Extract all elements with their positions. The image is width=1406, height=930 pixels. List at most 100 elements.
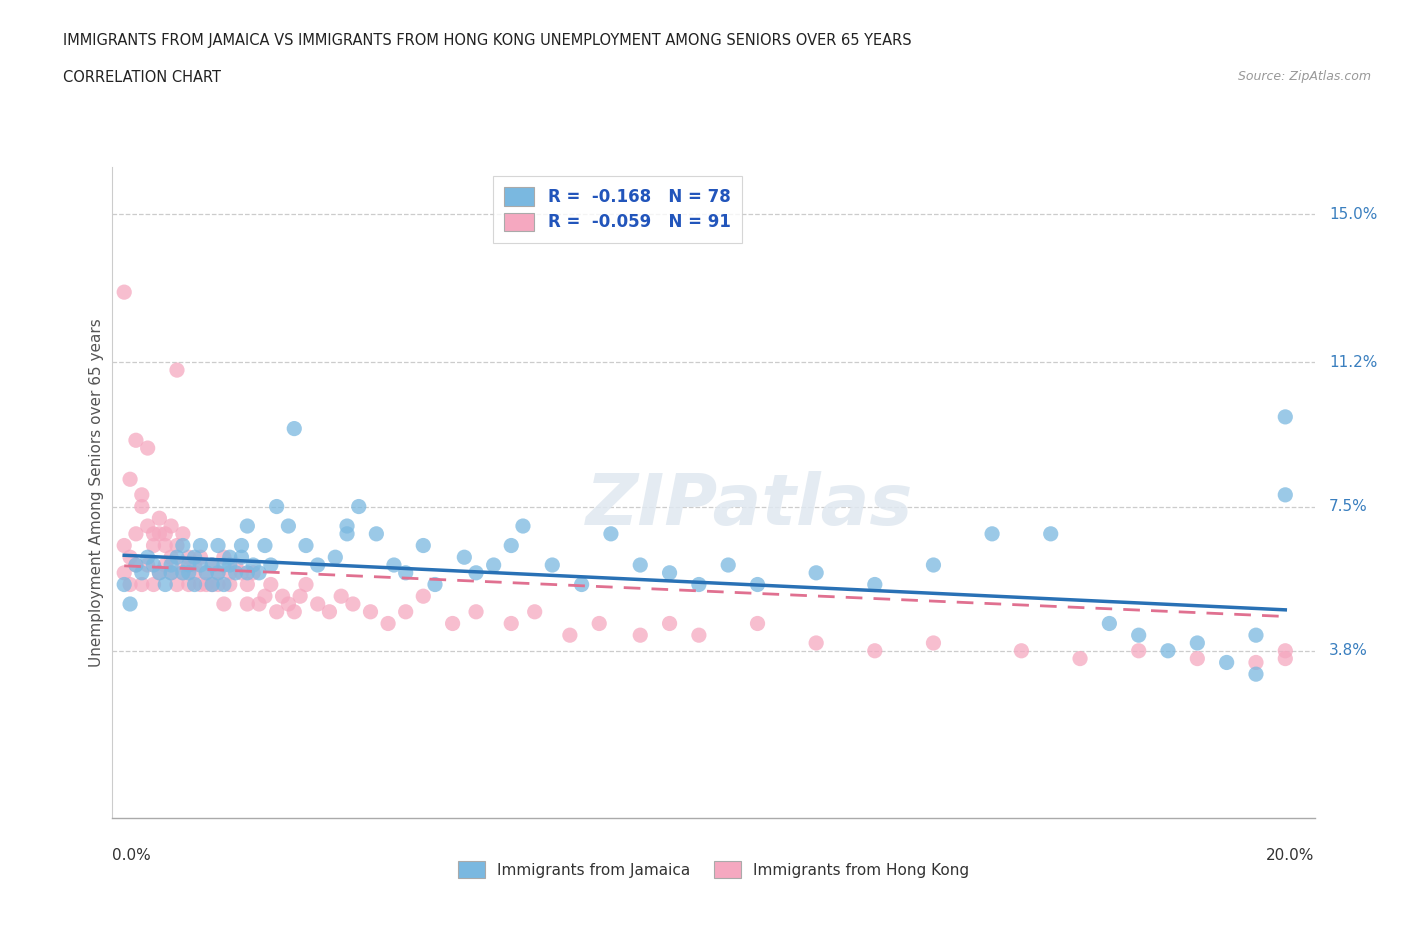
Point (155, 578, 177, 592)
Point (465, 565, 488, 580)
Text: 7.5%: 7.5% (1329, 499, 1368, 514)
Point (190, 538, 212, 553)
Point (277, 519, 299, 534)
Point (501, 616, 523, 631)
Point (558, 628, 581, 643)
Point (112, 565, 135, 580)
Point (600, 526, 623, 541)
Point (247, 596, 270, 611)
Point (253, 589, 276, 604)
Point (747, 578, 769, 592)
Point (155, 526, 177, 541)
Point (423, 578, 446, 592)
Point (231, 550, 253, 565)
Text: CORRELATION CHART: CORRELATION CHART (63, 70, 221, 85)
Point (160, 565, 183, 580)
Point (1274, 644, 1296, 658)
Point (183, 550, 205, 565)
Point (172, 526, 194, 541)
Point (1187, 635, 1209, 650)
Point (218, 550, 240, 565)
Point (136, 550, 159, 565)
Point (218, 558, 240, 573)
Point (260, 578, 283, 592)
Point (863, 644, 886, 658)
Point (172, 565, 194, 580)
Point (160, 565, 183, 580)
Point (225, 558, 247, 573)
Point (142, 578, 165, 592)
Point (236, 565, 259, 580)
Point (1010, 644, 1032, 658)
Point (112, 285, 135, 299)
Point (330, 589, 353, 604)
Point (412, 589, 434, 604)
Point (136, 519, 159, 534)
Point (283, 604, 305, 619)
Point (136, 441, 159, 456)
Point (212, 550, 235, 565)
Text: IMMIGRANTS FROM JAMAICA VS IMMIGRANTS FROM HONG KONG UNEMPLOYMENT AMONG SENIORS : IMMIGRANTS FROM JAMAICA VS IMMIGRANTS FR… (63, 33, 912, 47)
Point (981, 526, 1004, 541)
Point (1128, 628, 1150, 643)
Point (922, 558, 945, 573)
Point (658, 565, 681, 580)
Point (283, 421, 305, 436)
Point (166, 363, 188, 378)
Point (172, 565, 194, 580)
Point (318, 604, 340, 619)
Point (120, 596, 142, 611)
Point (323, 550, 346, 565)
Point (395, 604, 418, 619)
Point (501, 538, 523, 553)
Text: Source: ZipAtlas.com: Source: ZipAtlas.com (1237, 70, 1371, 83)
Point (688, 578, 710, 592)
Point (512, 519, 534, 534)
Point (231, 565, 253, 580)
Point (218, 578, 240, 592)
Point (863, 578, 886, 592)
Point (1244, 628, 1267, 643)
Point (148, 526, 170, 541)
Point (131, 578, 153, 592)
Point (253, 538, 276, 553)
Point (201, 558, 224, 573)
Point (142, 538, 165, 553)
Text: 20.0%: 20.0% (1267, 848, 1315, 863)
Point (190, 578, 212, 592)
Point (295, 578, 318, 592)
Point (541, 558, 564, 573)
Point (207, 565, 229, 580)
Text: 15.0%: 15.0% (1329, 206, 1378, 221)
Point (266, 499, 288, 514)
Point (142, 526, 165, 541)
Point (120, 578, 142, 592)
Point (125, 558, 148, 573)
Point (166, 550, 188, 565)
Point (336, 526, 359, 541)
Point (155, 538, 177, 553)
Point (1244, 655, 1267, 670)
Point (231, 538, 253, 553)
Point (1274, 487, 1296, 502)
Point (201, 578, 224, 592)
Point (125, 432, 148, 447)
Point (453, 550, 475, 565)
Point (1215, 655, 1237, 670)
Point (201, 578, 224, 592)
Point (183, 578, 205, 592)
Point (1128, 644, 1150, 658)
Point (131, 565, 153, 580)
Point (212, 596, 235, 611)
Point (628, 628, 651, 643)
Point (218, 565, 240, 580)
Point (1098, 616, 1121, 631)
Point (131, 487, 153, 502)
Point (1187, 651, 1209, 666)
Point (336, 519, 359, 534)
Point (482, 558, 505, 573)
Point (922, 635, 945, 650)
Point (136, 558, 159, 573)
Point (212, 578, 235, 592)
Point (571, 578, 593, 592)
